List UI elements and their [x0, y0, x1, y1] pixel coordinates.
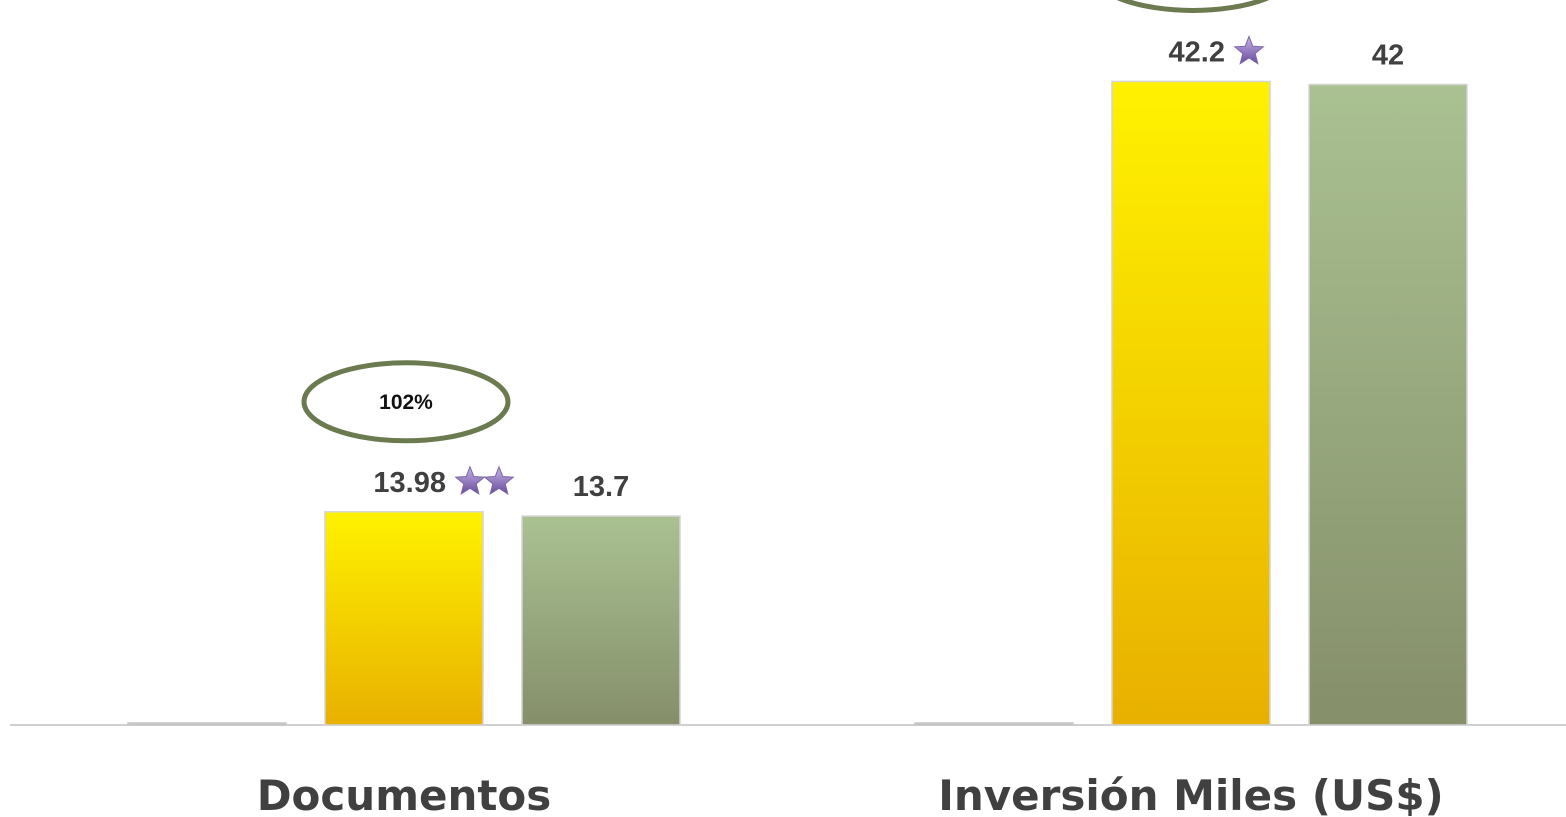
value-label: 42.2 — [1169, 36, 1225, 68]
category-label: Inversión Miles (US$) — [938, 771, 1444, 817]
value-label: 13.7 — [573, 471, 629, 503]
bar-1-1 — [127, 722, 287, 726]
value-label: 13.98 — [373, 467, 446, 499]
bar-3-2 — [1308, 83, 1468, 726]
bar-1-2 — [914, 722, 1074, 726]
star-icon — [454, 465, 486, 496]
bar-2-1 — [324, 511, 484, 726]
callout-ellipse — [1116, 0, 1270, 13]
percentage-label: 102% — [379, 391, 433, 414]
callout-ellipse — [301, 360, 511, 444]
category-label: Documentos — [257, 771, 552, 817]
bar-3-1 — [521, 515, 681, 726]
star-icon — [483, 465, 515, 496]
star-icon — [1233, 35, 1265, 65]
value-label: 42 — [1372, 40, 1404, 72]
bar-2-2 — [1111, 80, 1271, 726]
